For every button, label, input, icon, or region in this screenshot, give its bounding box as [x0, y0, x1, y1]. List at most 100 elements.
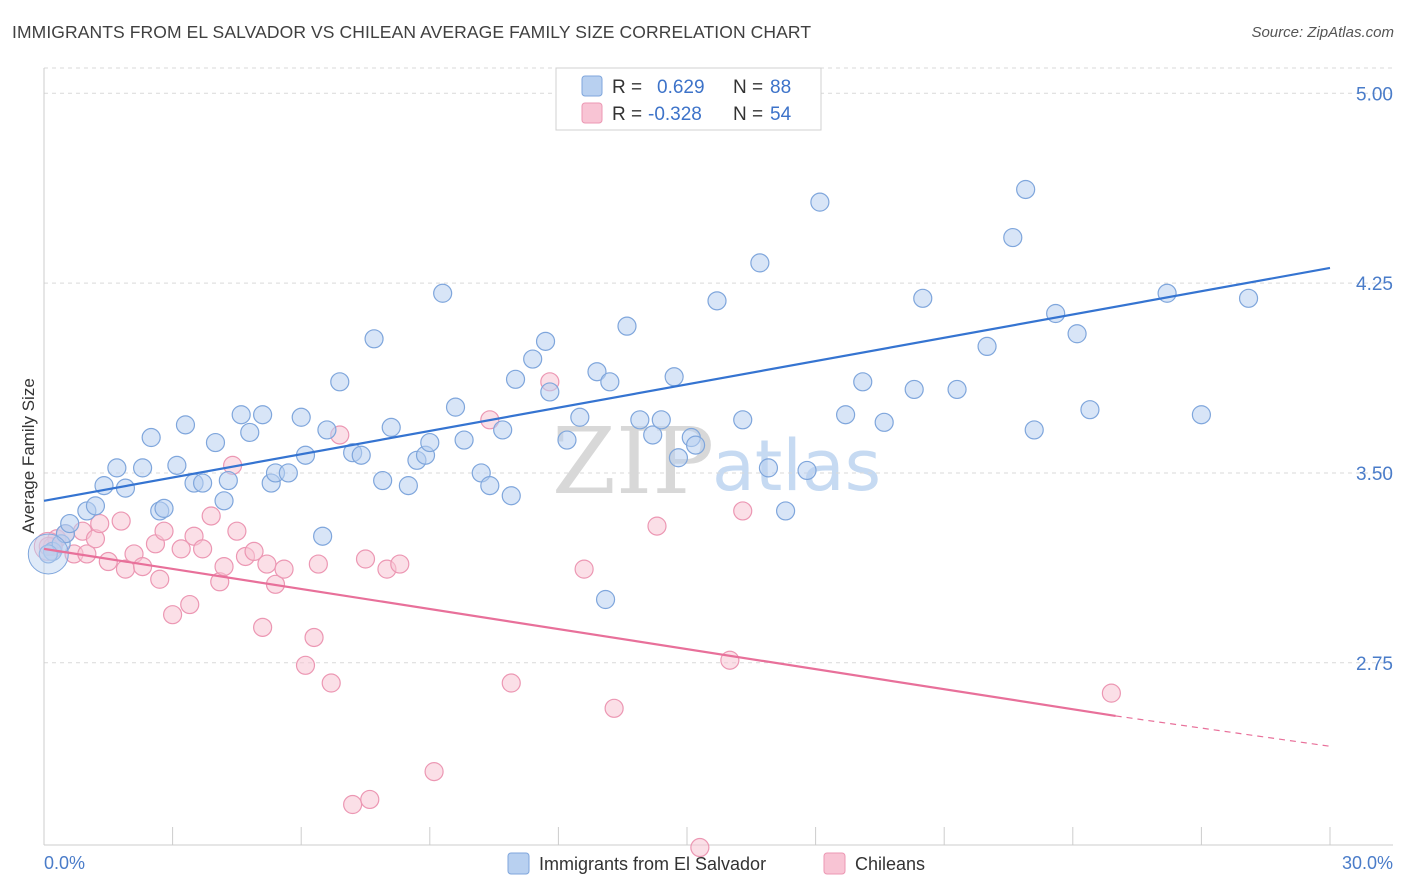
- chileans-point: [690, 837, 710, 858]
- el-salvador-point: [874, 412, 894, 432]
- el-salvador-point: [420, 432, 440, 453]
- chileans-point: [321, 673, 341, 693]
- el-salvador-point: [904, 379, 924, 400]
- el-salvador-point: [664, 367, 684, 387]
- chileans-point: [390, 554, 410, 574]
- el-salvador-point: [685, 435, 706, 455]
- el-salvador-point: [175, 415, 196, 435]
- chileans-point: [360, 789, 380, 810]
- bottom-legend-label-el-salvador: Immigrants from El Salvador: [539, 854, 766, 874]
- grid-lines: [44, 67, 1393, 664]
- el-salvador-point: [600, 372, 620, 392]
- y-tick-label-3: 5.00: [1356, 84, 1393, 105]
- legend-n-label-1: N =: [733, 77, 763, 98]
- y-tick-labels: 2.75 3.50 4.25 5.00: [1356, 84, 1393, 674]
- el-salvador-point: [167, 455, 187, 475]
- chileans-point: [274, 559, 294, 579]
- chileans-point: [295, 655, 316, 675]
- el-salvador-point: [775, 501, 796, 521]
- el-salvador-point: [454, 430, 474, 450]
- el-salvador-point: [205, 432, 226, 453]
- el-salvador-point: [913, 288, 933, 308]
- el-salvador-point: [630, 410, 650, 430]
- bottom-legend-swatch-blue: [507, 852, 530, 875]
- el-salvador-point: [433, 283, 453, 303]
- el-salvador-point: [214, 491, 234, 511]
- el-salvador-point: [253, 405, 273, 425]
- legend-r-value-2: -0.328: [648, 104, 702, 125]
- chileans-point: [111, 511, 131, 531]
- chileans-point: [304, 627, 324, 648]
- el-salvador-point: [218, 470, 238, 491]
- legend-n-value-2: 54: [770, 104, 792, 125]
- el-salvador-point: [617, 316, 637, 336]
- el-salvador-point: [1003, 227, 1023, 248]
- chileans-point: [733, 501, 753, 521]
- chileans-point: [227, 521, 247, 541]
- legend-r-label-1: R =: [612, 77, 642, 98]
- watermark: ZIP atlas: [552, 408, 881, 515]
- chileans-point: [180, 594, 200, 615]
- legend-r-value-1: 0.629: [657, 77, 705, 98]
- chileans-point: [163, 605, 183, 625]
- el-salvador-point: [193, 473, 213, 493]
- x-tick-label-max: 30.0%: [1342, 853, 1393, 873]
- trend-line-chileans-extension: [1115, 715, 1331, 747]
- el-salvador-point: [330, 372, 350, 392]
- el-salvador-point: [810, 192, 830, 212]
- chileans-point: [154, 521, 174, 541]
- chileans-point: [1101, 683, 1121, 703]
- el-salvador-point: [595, 589, 616, 610]
- el-salvador-point: [1080, 400, 1100, 420]
- chileans-point: [193, 539, 213, 559]
- chileans-point: [98, 551, 118, 572]
- axes: [43, 68, 1393, 846]
- chileans-point: [132, 556, 153, 577]
- el-salvador-point: [1238, 288, 1259, 308]
- chileans-point: [647, 516, 667, 536]
- trend-line-el-salvador: [43, 266, 1331, 502]
- legend-swatch-blue: [581, 75, 603, 97]
- el-salvador-point: [836, 405, 856, 425]
- el-salvador-point: [535, 331, 556, 351]
- el-salvador-point: [668, 448, 689, 468]
- chileans-point: [574, 559, 594, 579]
- el-salvador-point: [493, 420, 513, 440]
- chileans-point: [355, 549, 376, 569]
- source-credit: Source: ZipAtlas.com: [1251, 24, 1394, 41]
- el-salvador-point: [373, 470, 393, 491]
- chileans-point: [424, 762, 444, 782]
- el-salvador-point: [398, 476, 418, 496]
- el-salvador-point: [733, 410, 753, 430]
- el-salvador-point: [132, 458, 153, 478]
- x-tick-label-min: 0.0%: [44, 853, 85, 873]
- el-salvador-point: [750, 253, 770, 273]
- bottom-legend-swatch-pink: [823, 852, 846, 875]
- chileans-point: [201, 506, 221, 526]
- el-salvador-point: [523, 349, 543, 369]
- el-salvador-point-large: [27, 533, 69, 575]
- chileans-point: [343, 794, 363, 815]
- chileans-point: [150, 569, 170, 589]
- chileans-point: [604, 698, 624, 718]
- el-salvador-point: [1067, 324, 1087, 344]
- chileans-point: [214, 556, 234, 577]
- el-salvador-point: [651, 410, 671, 430]
- watermark-atlas: atlas: [712, 425, 881, 507]
- el-salvador-point: [381, 417, 401, 437]
- y-tick-label-1: 3.50: [1356, 464, 1393, 485]
- el-salvador-point: [291, 407, 311, 427]
- el-salvador-point: [141, 427, 161, 448]
- legend-n-value-1: 88: [770, 77, 791, 98]
- el-salvador-point: [240, 422, 260, 443]
- el-salvador-point: [797, 460, 817, 481]
- chileans-point: [171, 539, 191, 559]
- el-salvador-point: [947, 379, 967, 400]
- el-salvador-point: [231, 405, 251, 425]
- chart-title: IMMIGRANTS FROM EL SALVADOR VS CHILEAN A…: [12, 22, 812, 42]
- el-salvador-point: [707, 291, 727, 311]
- el-salvador-point: [758, 458, 779, 478]
- legend-n-label-2: N =: [733, 104, 763, 125]
- el-salvador-point: [85, 496, 106, 516]
- el-salvador-point: [351, 445, 371, 465]
